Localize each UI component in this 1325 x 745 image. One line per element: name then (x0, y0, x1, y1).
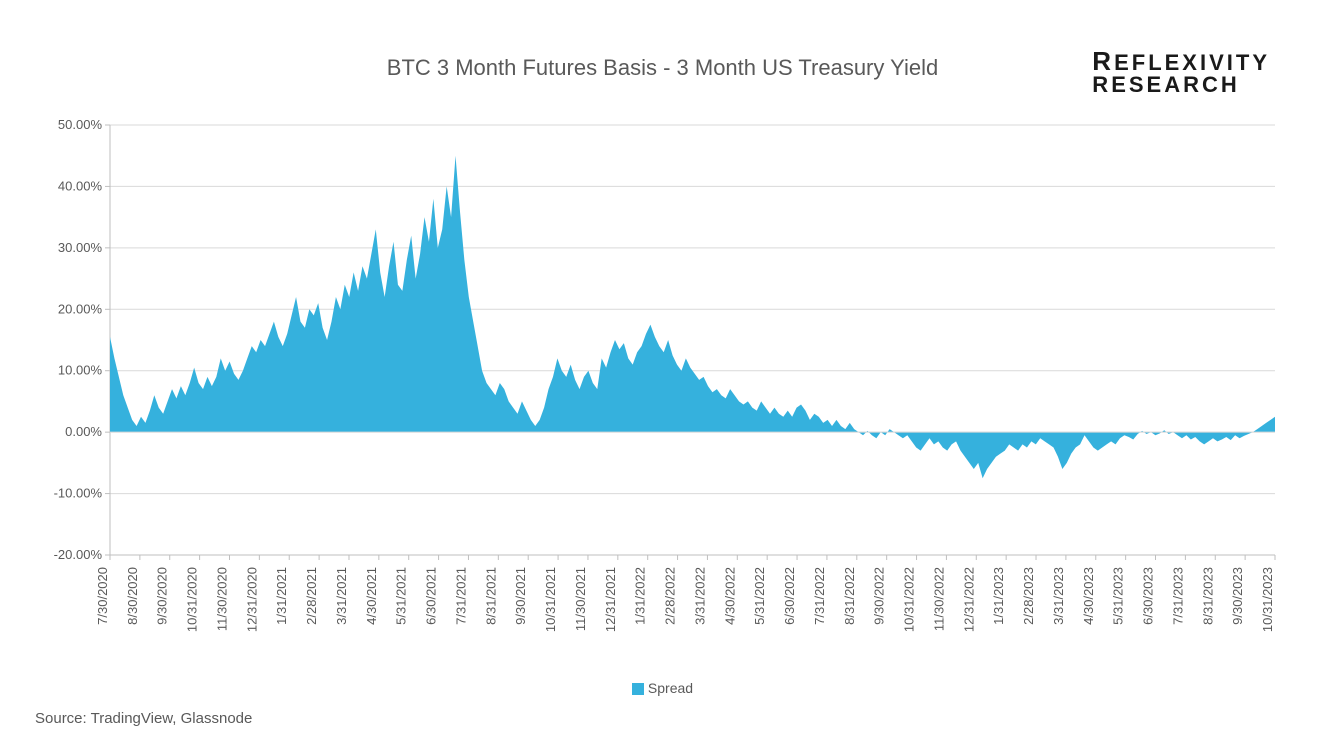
logo-line-2: RESEARCH (1092, 74, 1270, 96)
svg-text:9/30/2021: 9/30/2021 (513, 567, 528, 625)
chart-area: -20.00% -10.00% 0.00% 10.00% 20.00% 30.00% 40.… (40, 115, 1285, 670)
svg-text:10/31/2020: 10/31/2020 (185, 567, 200, 632)
svg-text:-10.00%: -10.00% (54, 486, 103, 501)
svg-text:4/30/2022: 4/30/2022 (722, 567, 737, 625)
svg-text:6/30/2022: 6/30/2022 (782, 567, 797, 625)
svg-text:12/31/2022: 12/31/2022 (961, 567, 976, 632)
svg-text:11/30/2022: 11/30/2022 (931, 567, 946, 631)
svg-text:10/31/2022: 10/31/2022 (902, 567, 917, 632)
svg-text:1/31/2021: 1/31/2021 (274, 567, 289, 625)
svg-text:3/31/2023: 3/31/2023 (1051, 567, 1066, 625)
page-root: BTC 3 Month Futures Basis - 3 Month US T… (0, 0, 1325, 745)
svg-text:11/30/2021: 11/30/2021 (573, 567, 588, 631)
svg-text:7/31/2023: 7/31/2023 (1170, 567, 1185, 625)
svg-text:30.00%: 30.00% (58, 240, 103, 255)
svg-text:4/30/2021: 4/30/2021 (364, 567, 379, 625)
svg-text:50.00%: 50.00% (58, 117, 103, 132)
svg-text:9/30/2023: 9/30/2023 (1230, 567, 1245, 625)
svg-text:9/30/2020: 9/30/2020 (155, 567, 170, 625)
svg-text:10.00%: 10.00% (58, 363, 103, 378)
svg-text:7/30/2020: 7/30/2020 (95, 567, 110, 625)
svg-text:7/31/2021: 7/31/2021 (453, 567, 468, 625)
svg-text:1/31/2023: 1/31/2023 (991, 567, 1006, 625)
svg-text:2/28/2021: 2/28/2021 (304, 567, 319, 625)
svg-text:0.00%: 0.00% (65, 424, 102, 439)
legend-label: Spread (648, 680, 693, 696)
brand-logo: REFLEXIVITY RESEARCH (1092, 48, 1270, 96)
legend: Spread (0, 680, 1325, 696)
svg-text:7/31/2022: 7/31/2022 (812, 567, 827, 625)
svg-text:8/30/2020: 8/30/2020 (125, 567, 140, 625)
svg-text:10/31/2021: 10/31/2021 (543, 567, 558, 632)
svg-text:-20.00%: -20.00% (54, 547, 103, 562)
svg-text:9/30/2022: 9/30/2022 (872, 567, 887, 625)
svg-text:8/31/2021: 8/31/2021 (483, 567, 498, 625)
svg-text:3/31/2021: 3/31/2021 (334, 567, 349, 625)
svg-text:4/30/2023: 4/30/2023 (1081, 567, 1096, 625)
svg-text:10/31/2023: 10/31/2023 (1260, 567, 1275, 632)
svg-text:20.00%: 20.00% (58, 301, 103, 316)
svg-text:5/31/2022: 5/31/2022 (752, 567, 767, 625)
svg-text:2/28/2022: 2/28/2022 (663, 567, 678, 625)
svg-text:40.00%: 40.00% (58, 178, 103, 193)
source-text: Source: TradingView, Glassnode (35, 710, 252, 727)
svg-text:3/31/2022: 3/31/2022 (692, 567, 707, 625)
svg-text:8/31/2023: 8/31/2023 (1200, 567, 1215, 625)
svg-text:5/31/2021: 5/31/2021 (394, 567, 409, 625)
svg-text:8/31/2022: 8/31/2022 (842, 567, 857, 625)
svg-text:12/31/2020: 12/31/2020 (244, 567, 259, 632)
svg-text:11/30/2020: 11/30/2020 (214, 567, 229, 631)
svg-text:5/31/2023: 5/31/2023 (1111, 567, 1126, 625)
svg-text:1/31/2022: 1/31/2022 (633, 567, 648, 625)
chart-svg: -20.00% -10.00% 0.00% 10.00% 20.00% 30.00% 40.… (40, 115, 1285, 670)
logo-line-1: REFLEXIVITY (1092, 48, 1270, 74)
svg-text:6/30/2021: 6/30/2021 (424, 567, 439, 625)
svg-text:6/30/2023: 6/30/2023 (1141, 567, 1156, 625)
svg-text:2/28/2023: 2/28/2023 (1021, 567, 1036, 625)
legend-swatch (632, 683, 644, 695)
svg-text:12/31/2021: 12/31/2021 (603, 567, 618, 632)
